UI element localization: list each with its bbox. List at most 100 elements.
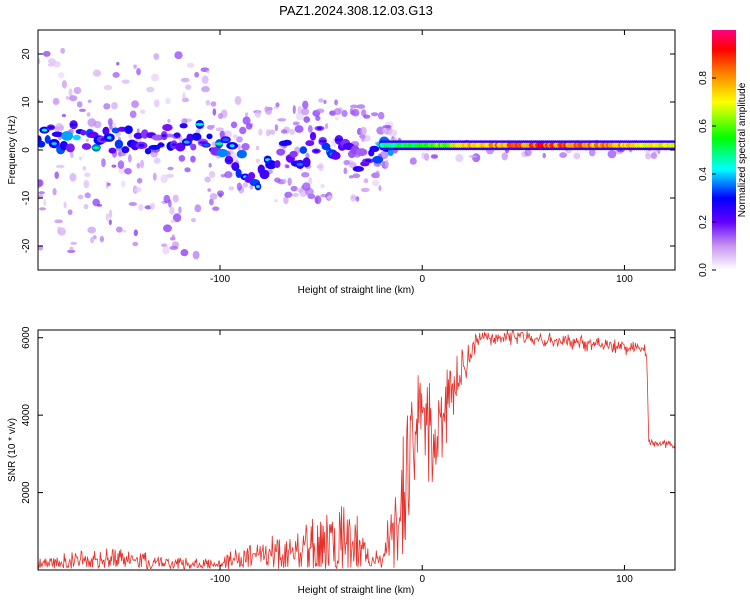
spectrogram-speckle xyxy=(182,92,186,101)
colorbar-ticks: 0.0 0.2 0.4 0.6 0.8 xyxy=(698,71,716,277)
spectrogram-speckle xyxy=(287,177,292,186)
spectrogram-speckle xyxy=(607,150,617,159)
spectrogram-speckle xyxy=(103,103,111,110)
spectrogram-speckle xyxy=(112,71,120,78)
spectrogram-speckle xyxy=(70,151,74,159)
spectrogram-speckle xyxy=(70,241,77,245)
spectrogram-speckle xyxy=(206,69,210,74)
spectrogram-speckle xyxy=(291,192,299,197)
spectrogram-blob xyxy=(274,160,281,168)
spectrogram-speckle xyxy=(210,101,217,107)
spectrogram-speckle xyxy=(219,130,225,138)
spectrogram-speckle xyxy=(350,194,357,202)
spectrogram-speckle xyxy=(146,86,155,93)
spectrogram-speckle xyxy=(107,118,113,126)
spectrogram-blob-core xyxy=(171,143,177,147)
spectrogram-speckle xyxy=(303,116,311,123)
spectrogram-speckle xyxy=(370,112,379,117)
spectrogram-speckle xyxy=(343,167,348,175)
spectrogram-speckle xyxy=(61,114,67,118)
spectrogram-speckle xyxy=(54,171,60,179)
spectrogram-speckle xyxy=(132,241,139,247)
spectrogram-speckle xyxy=(52,97,60,105)
spectrogram-blob-core xyxy=(222,138,230,142)
spectrogram-speckle xyxy=(69,173,77,182)
spectrogram-speckle xyxy=(68,88,73,97)
spectrogram-blob-core xyxy=(296,162,304,166)
snr-x-tick-label: -100 xyxy=(210,574,230,585)
spectrogram-blob xyxy=(133,132,143,140)
spectrogram-speckle xyxy=(645,153,652,160)
spectrogram-speckle xyxy=(69,246,74,251)
spectrogram-speckle xyxy=(181,118,188,125)
spectrogram-speckle xyxy=(388,129,398,137)
spectrogram-speckle xyxy=(320,183,325,189)
spectrogram-speckle xyxy=(363,178,369,184)
spectrogram-speckle xyxy=(78,108,86,112)
spectrogram-blob xyxy=(330,151,341,160)
spectrogram-speckle xyxy=(83,203,89,210)
spectrogram-speckle xyxy=(122,229,127,233)
spectrogram-speckle xyxy=(162,245,170,255)
spectrogram-speckle xyxy=(334,99,338,106)
spectrogram-blob xyxy=(114,139,124,149)
spectrogram-speckle xyxy=(292,105,296,115)
snr-series-line xyxy=(38,330,675,570)
spectrogram-blob xyxy=(65,143,75,153)
spectrogram-speckle xyxy=(184,167,191,173)
spectrogram-speckle xyxy=(341,109,348,117)
spectrogram-speckle xyxy=(218,113,223,120)
spectrogram-blob xyxy=(38,140,46,148)
spectrogram-blob xyxy=(259,169,270,180)
spectrogram-speckle xyxy=(274,124,279,132)
spectrogram-speckle xyxy=(249,185,254,190)
spectrogram-speckle xyxy=(324,123,329,129)
spectrogram-speckle xyxy=(316,108,325,114)
spectrogram-speckle xyxy=(360,126,367,136)
spectrogram-blob xyxy=(151,134,164,141)
spectrogram-speckle xyxy=(295,112,304,121)
snr-y-label: SNR (10 * v/v) xyxy=(7,418,18,482)
spectrogram-blob xyxy=(299,146,308,154)
spectrogram-speckle xyxy=(294,125,304,133)
spectrogram-speckle xyxy=(167,166,174,171)
snr-y-tick-label: 6000 xyxy=(21,326,32,349)
spectrogram-speckle xyxy=(61,80,68,89)
spectrogram-speckle xyxy=(178,206,182,214)
spectrogram-speckle xyxy=(67,209,73,215)
spectrogram-speckle xyxy=(360,134,365,143)
colorbar-tick-label: 0.0 xyxy=(698,263,709,277)
spectrogram-speckle xyxy=(52,188,57,196)
spectrogram-speckle xyxy=(255,145,260,151)
spectrogram-speckle xyxy=(38,191,45,195)
spectrogram-blob xyxy=(206,133,213,140)
spectrogram-blob-core xyxy=(334,138,343,142)
spectrogram-speckle xyxy=(38,57,41,65)
spectrogram-speckle xyxy=(84,172,91,178)
spectrogram-speckle xyxy=(204,176,211,183)
spectrogram-speckle xyxy=(163,194,171,204)
spectrogram-speckle xyxy=(244,112,249,117)
spectrogram-speckle xyxy=(255,158,260,164)
spectrogram-speckle xyxy=(65,96,70,100)
spectrogram-y-label: Frequency (Hz) xyxy=(7,116,18,185)
spectrogram-blob xyxy=(108,147,117,154)
spectrogram-speckle xyxy=(127,154,132,163)
spectrogram-speckle xyxy=(300,107,310,116)
spectrogram-speckle xyxy=(152,172,157,181)
snr-frame xyxy=(37,329,676,571)
spectrogram-speckle xyxy=(96,203,103,207)
spectrogram-speckle xyxy=(170,219,176,223)
spectrogram-speckle xyxy=(178,154,186,162)
spectrogram-speckle xyxy=(224,130,232,139)
spectrogram-speckle xyxy=(302,182,311,191)
spectrogram-speckle xyxy=(190,155,196,163)
spectrogram-speckle xyxy=(302,100,309,110)
spectrogram-speckle xyxy=(237,143,241,151)
spectrogram-x-tick-label: 0 xyxy=(419,274,425,285)
spectrogram-speckle xyxy=(234,96,242,105)
spectrogram-speckle xyxy=(409,157,417,165)
spectrogram-speckle xyxy=(236,182,243,191)
spectrogram-speckle xyxy=(172,194,179,203)
